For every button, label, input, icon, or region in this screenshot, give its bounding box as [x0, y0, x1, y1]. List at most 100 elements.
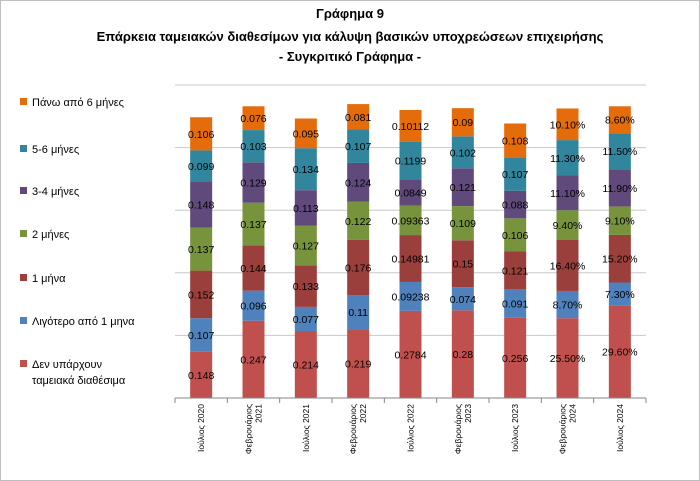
bar-segment	[451, 168, 474, 207]
bar-segment	[190, 351, 213, 398]
bar-segment	[608, 234, 631, 283]
data-label: 0.124	[345, 177, 371, 189]
data-label: 0.091	[502, 299, 528, 311]
bar-segment	[294, 331, 317, 398]
bar-segment	[399, 109, 422, 142]
bar-segment	[451, 206, 474, 241]
data-label: 0.077	[293, 314, 319, 326]
data-label: 0.106	[502, 230, 528, 242]
data-label: 0.133	[293, 281, 319, 293]
bar-segment	[399, 281, 422, 311]
bar-segment	[242, 320, 265, 398]
data-label: 0.2784	[394, 349, 426, 361]
legend-label: Πάνω από 6 μήνες	[32, 97, 124, 109]
data-label: 8.60%	[605, 115, 635, 127]
data-label: 0.102	[450, 147, 476, 159]
x-tick-label: Ιούλιος 2024	[615, 404, 625, 452]
bar-segment	[347, 329, 370, 398]
data-label: 8.70%	[553, 300, 583, 312]
legend-swatch	[20, 317, 27, 324]
x-tick-label: Φεβρουάριος	[348, 404, 358, 454]
legend-label: Λιγότερο από 1 μηνα	[32, 316, 135, 328]
bar-segment	[556, 210, 579, 240]
bar-segment	[556, 290, 579, 319]
bar-segment	[399, 179, 422, 206]
data-label: 0.09	[453, 117, 474, 129]
bar-segment	[556, 318, 579, 398]
legend-label: ταμειακά διαθέσιμα	[32, 375, 126, 387]
data-label: 0.095	[293, 128, 319, 140]
legend-swatch	[20, 230, 27, 237]
x-tick-label: 2021	[254, 404, 264, 423]
data-label: 29.60%	[602, 347, 638, 359]
data-label: 0.074	[450, 294, 476, 306]
bar-segment	[190, 227, 213, 271]
bar-segment	[294, 148, 317, 191]
data-label: 16.40%	[550, 260, 586, 272]
legend-label: 2 μήνες	[32, 229, 69, 241]
data-label: 0.28	[453, 349, 474, 361]
data-label: 0.088	[502, 200, 528, 212]
data-label: 0.148	[188, 200, 214, 212]
data-label: 0.106	[188, 129, 214, 141]
bar-segment	[294, 190, 317, 226]
data-label: 0.247	[240, 354, 266, 366]
x-tick-label: Ιούλιος 2023	[510, 404, 520, 452]
bar-segment	[190, 270, 213, 319]
bar-segment	[608, 206, 631, 235]
x-tick-label: Ιούλιος 2021	[301, 404, 311, 452]
bar-segment	[504, 289, 527, 318]
title-line-2: Επάρκεια ταμειακών διαθεσίμων για κάλυψη…	[97, 29, 604, 44]
bar-segment	[242, 106, 265, 131]
data-label: 11.50%	[602, 146, 637, 158]
bar-segment	[451, 240, 474, 288]
bar-segment	[399, 235, 422, 282]
legend: Πάνω από 6 μήνες 5-6 μήνες 3-4 μήνες 2 μήνε…	[20, 97, 135, 387]
legend-label: 3-4 μήνες	[32, 186, 79, 198]
data-label: 0.256	[502, 353, 528, 365]
bar-segment	[347, 104, 370, 130]
data-label: 0.096	[240, 301, 266, 313]
bar-segment	[608, 133, 631, 170]
data-label: 0.122	[345, 216, 371, 228]
data-label: 0.108	[502, 135, 528, 147]
x-tick-label: Ιούλιος 2022	[406, 404, 416, 452]
bar-segment	[347, 239, 370, 296]
data-label: 0.0849	[394, 187, 426, 199]
bar-segment	[608, 106, 631, 134]
bar-segment	[451, 310, 474, 398]
title-line-3: - Συγκριτικό Γράφημα -	[279, 49, 421, 64]
bar-segment	[608, 169, 631, 207]
legend-label: Δεν υπάρχουν	[32, 359, 102, 371]
bar-segment	[242, 290, 265, 321]
bar-segment	[294, 118, 317, 149]
legend-swatch	[20, 98, 27, 105]
legend-swatch	[20, 145, 27, 152]
data-label: 15.20%	[602, 254, 638, 266]
legend-label: 1 μήνα	[32, 273, 66, 285]
bar-segment	[556, 108, 579, 141]
bar-segment	[504, 190, 527, 219]
bar-segment	[399, 141, 422, 180]
x-tick-label: 2023	[463, 404, 473, 423]
bar-segment	[190, 150, 213, 182]
data-label: 7.30%	[605, 289, 635, 301]
bar-segment	[190, 117, 213, 151]
bar-segment	[608, 305, 631, 398]
bars: 0.148 0.107 0.152 0.137 0.148 0.099 0.106 0.247…	[188, 104, 638, 398]
bar-segment	[347, 201, 370, 240]
bar-segment	[242, 245, 265, 291]
data-label: 0.144	[240, 263, 266, 275]
bar-segment	[190, 318, 213, 352]
bar-segment	[399, 310, 422, 398]
data-label: 10.10%	[550, 119, 586, 131]
bar-segment	[504, 157, 527, 191]
legend-swatch	[20, 274, 27, 281]
data-label: 9.40%	[553, 220, 583, 232]
data-label: 0.109	[450, 218, 476, 230]
data-label: 0.148	[188, 370, 214, 382]
data-label: 0.214	[293, 360, 319, 372]
data-label: 0.127	[293, 240, 319, 252]
x-tick-label: Φεβρουάριος	[244, 404, 254, 454]
